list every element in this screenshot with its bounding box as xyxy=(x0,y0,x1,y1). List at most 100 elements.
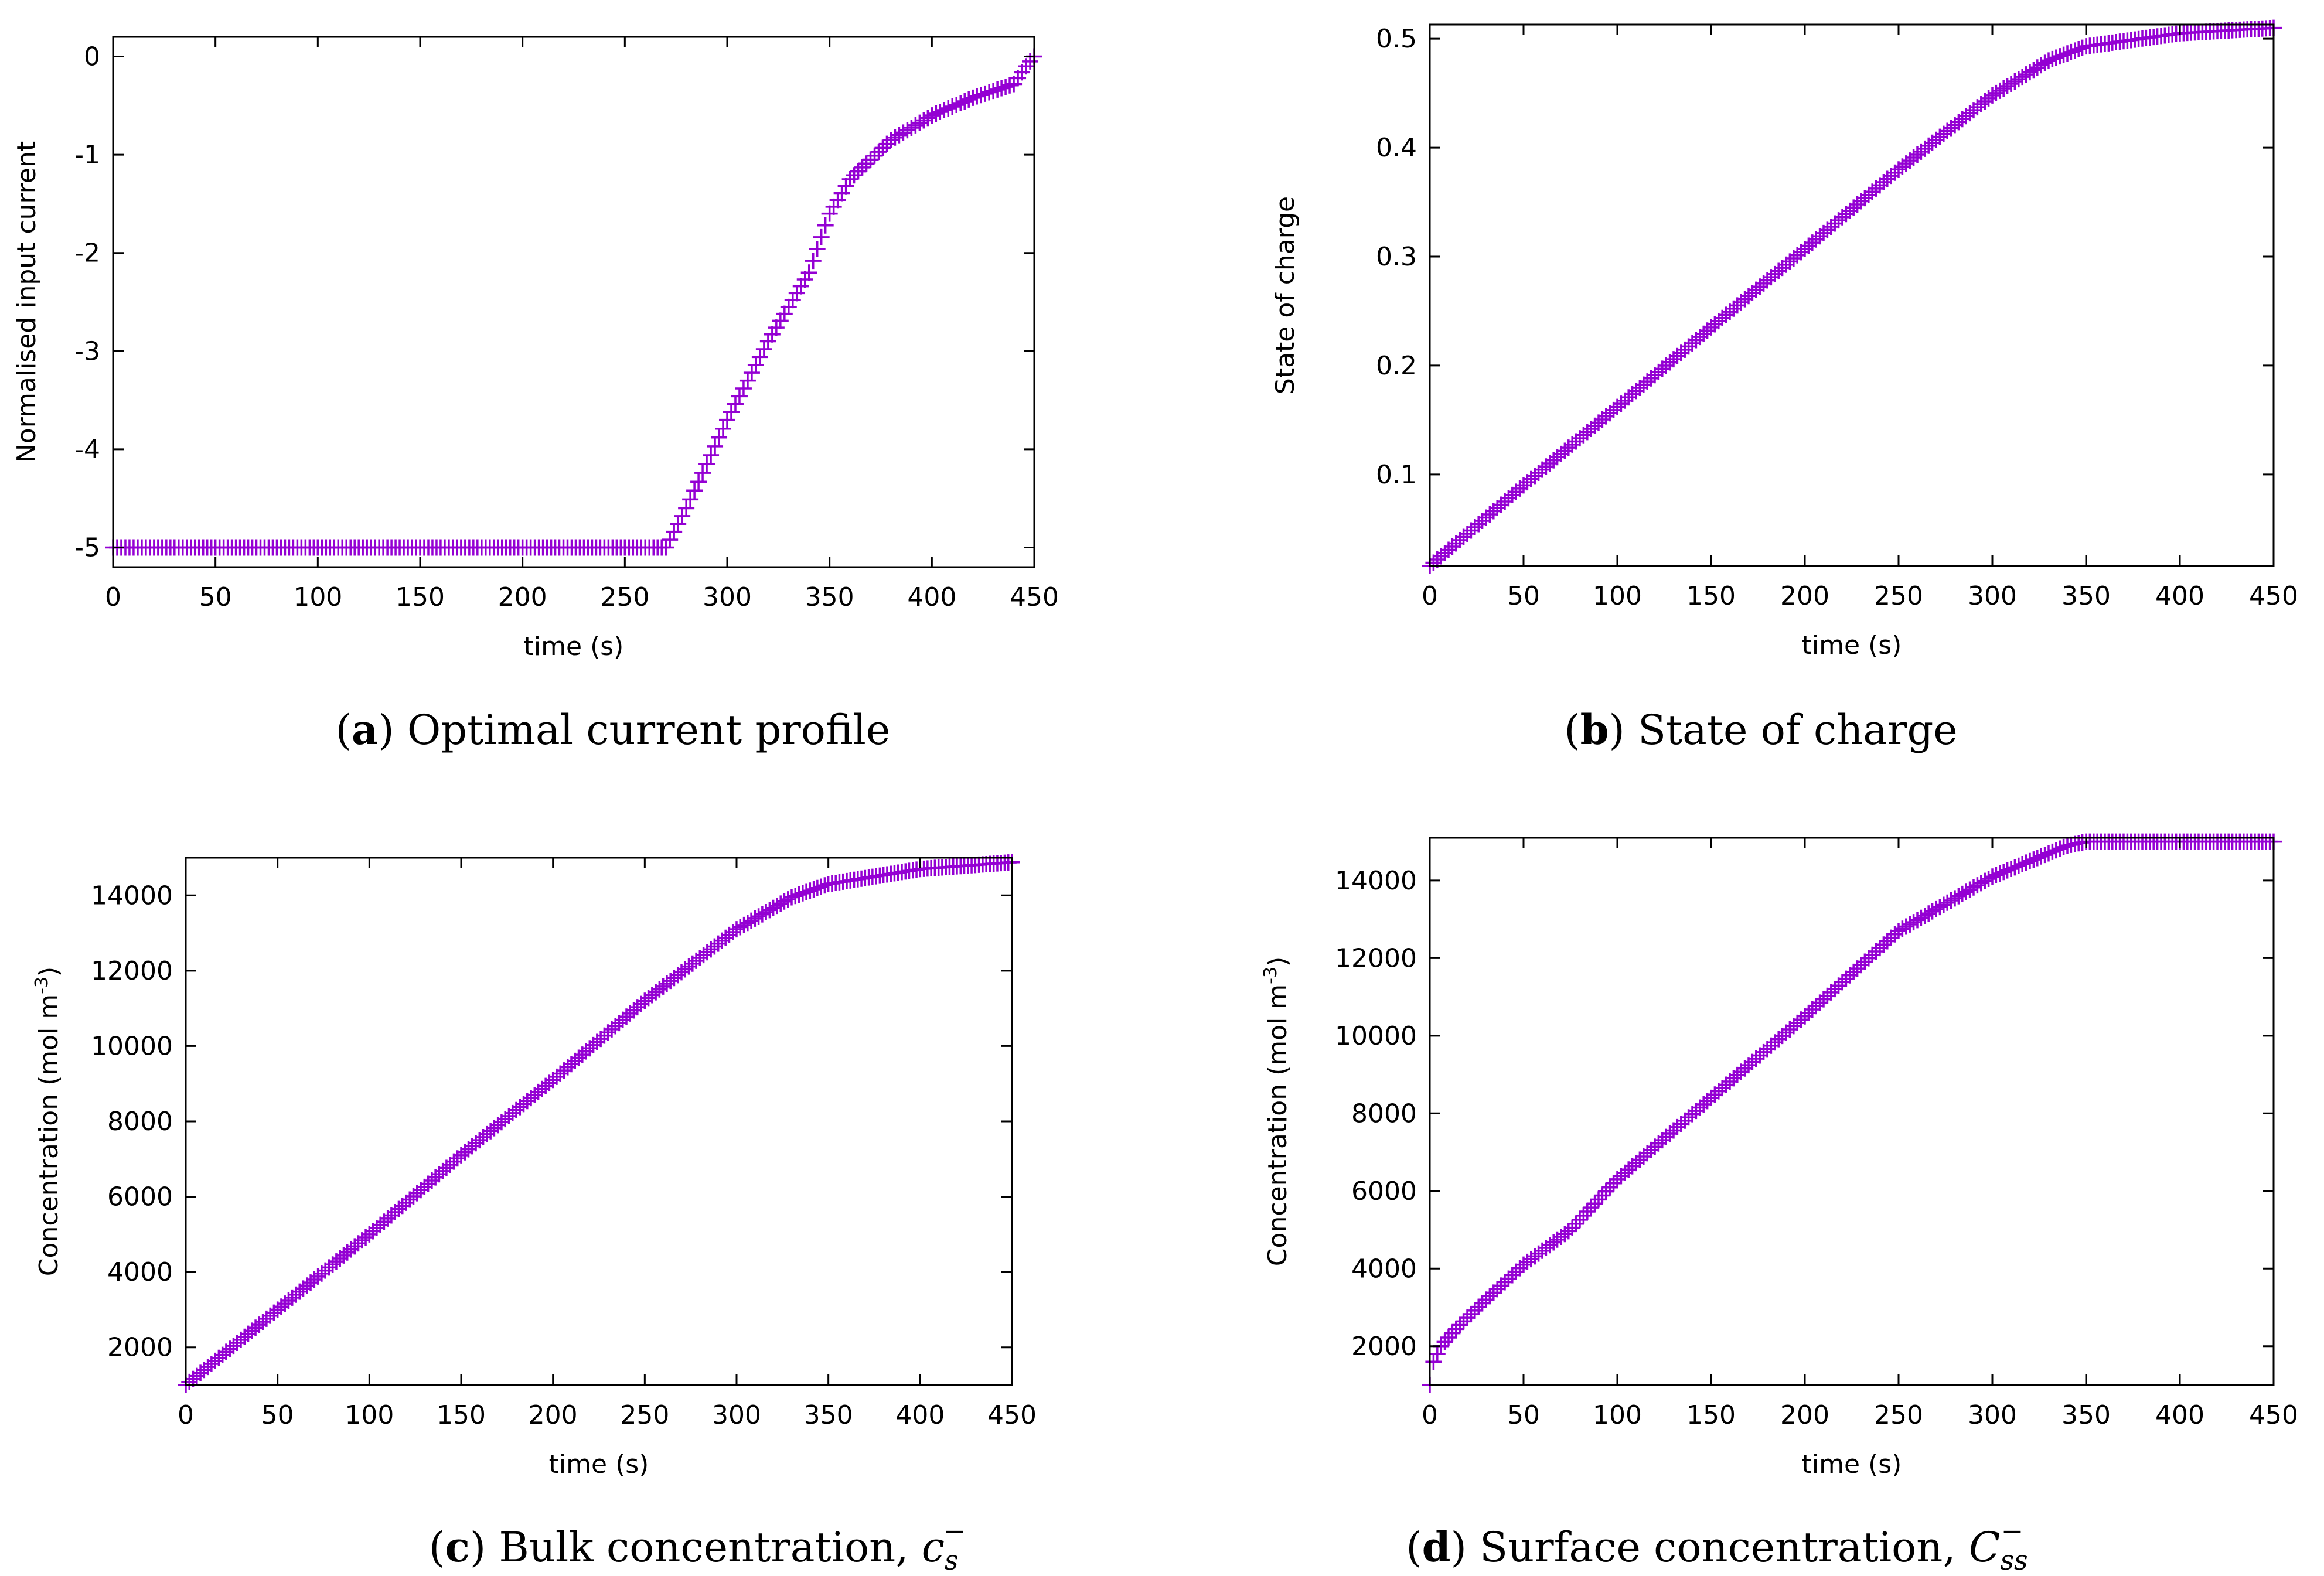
data-point xyxy=(1733,1063,1750,1080)
x-tick-label: 150 xyxy=(437,1400,486,1430)
data-point xyxy=(809,879,826,896)
data-point xyxy=(800,264,817,281)
y-tick-label: -2 xyxy=(74,238,100,268)
data-point xyxy=(703,446,720,463)
data-point xyxy=(1905,914,1922,931)
panel-d-y-axis-title: Concentration (mol m-3) xyxy=(1260,957,1293,1266)
data-point xyxy=(1928,900,1944,917)
data-point xyxy=(1474,1295,1491,1312)
data-point xyxy=(666,523,683,540)
data-point xyxy=(1890,922,1907,939)
x-tick-label: 400 xyxy=(2155,581,2204,611)
panel-c-caption: (c) Bulk concentration, cs− xyxy=(429,1515,966,1576)
data-point xyxy=(1740,1057,1757,1074)
y-tick-label: 8000 xyxy=(107,1107,173,1137)
data-point xyxy=(1849,960,1866,977)
y-tick-label: 14000 xyxy=(1335,866,1417,896)
data-point xyxy=(739,915,756,932)
data-point xyxy=(1710,1083,1727,1100)
panel-a-x-axis-title: time (s) xyxy=(524,632,624,661)
data-point xyxy=(1808,998,1825,1015)
data-point xyxy=(772,312,789,329)
x-tick-label: 0 xyxy=(1422,581,1438,611)
panel-c-plot-frame xyxy=(185,857,1013,1386)
data-point xyxy=(784,292,801,309)
data-point xyxy=(2003,860,2019,877)
data-point xyxy=(1972,875,1989,892)
data-point xyxy=(1489,1281,1506,1298)
data-point xyxy=(2033,848,2050,865)
data-point xyxy=(1845,963,1862,980)
data-point xyxy=(2040,52,2057,69)
data-point xyxy=(783,889,800,906)
x-tick-label: 100 xyxy=(1593,1400,1642,1430)
data-point xyxy=(759,333,776,350)
data-point xyxy=(751,349,768,366)
data-point xyxy=(682,491,699,508)
data-point xyxy=(678,500,695,517)
data-point xyxy=(1920,905,1937,922)
data-point xyxy=(936,102,953,119)
data-point xyxy=(2040,845,2057,862)
data-point xyxy=(1988,867,2005,883)
data-point xyxy=(1601,1179,1618,1196)
data-point xyxy=(932,104,949,121)
data-point xyxy=(969,88,986,105)
data-point xyxy=(965,89,982,106)
data-point xyxy=(1605,1175,1622,1192)
data-point xyxy=(837,178,854,195)
data-point xyxy=(1470,1298,1487,1315)
data-point xyxy=(1860,950,1877,967)
x-tick-label: 300 xyxy=(1968,581,2017,611)
data-point xyxy=(2044,50,2061,67)
data-point xyxy=(1455,1313,1472,1330)
data-point xyxy=(1909,912,1926,929)
data-point xyxy=(2052,48,2069,65)
data-point xyxy=(1856,953,1873,970)
data-point xyxy=(1875,936,1892,953)
data-point xyxy=(1931,899,1948,916)
data-point xyxy=(829,192,846,209)
data-point xyxy=(1819,987,1836,1004)
data-point xyxy=(758,904,775,920)
panel-c-x-axis-title: time (s) xyxy=(549,1449,649,1479)
data-point xyxy=(796,271,813,288)
panel-b-plot-frame xyxy=(1429,23,2275,567)
y-tick-label: 14000 xyxy=(91,881,173,910)
data-point xyxy=(761,902,778,919)
data-point xyxy=(2006,73,2023,90)
data-point xyxy=(1676,1112,1693,1129)
y-tick-label: 0.5 xyxy=(1376,24,1417,54)
x-tick-label: 450 xyxy=(2249,1400,2298,1430)
data-point xyxy=(874,139,891,156)
data-point xyxy=(1766,1034,1783,1051)
data-point xyxy=(732,919,749,936)
panel-c-bulk-concentration: 0 50 100 150 200 250 300 350 400 450 2000 4000 6000 8… xyxy=(32,854,1037,1576)
data-point xyxy=(841,171,858,188)
data-point xyxy=(1781,1021,1798,1038)
data-point xyxy=(956,93,973,110)
data-point xyxy=(1672,1116,1689,1132)
data-point xyxy=(1639,1145,1656,1162)
data-point xyxy=(1947,890,1963,907)
data-point xyxy=(754,906,771,923)
x-tick-label: 450 xyxy=(987,1400,1037,1430)
data-point xyxy=(2055,838,2072,855)
data-point xyxy=(1999,77,2016,94)
data-point xyxy=(1492,1277,1509,1294)
panel-b-data-points xyxy=(1422,19,2282,574)
data-point xyxy=(862,151,879,168)
data-point xyxy=(1995,80,2012,97)
data-point xyxy=(1706,1086,1723,1103)
data-point xyxy=(743,364,760,381)
y-tick-label: 12000 xyxy=(1335,943,1417,973)
data-point xyxy=(776,893,793,910)
data-point xyxy=(805,253,822,270)
data-point xyxy=(973,87,990,104)
data-point xyxy=(1943,892,1960,909)
data-point xyxy=(1793,1011,1810,1028)
data-point xyxy=(1811,994,1828,1011)
data-point xyxy=(1722,1073,1738,1090)
data-point xyxy=(2059,45,2076,62)
data-point xyxy=(1984,868,2001,885)
